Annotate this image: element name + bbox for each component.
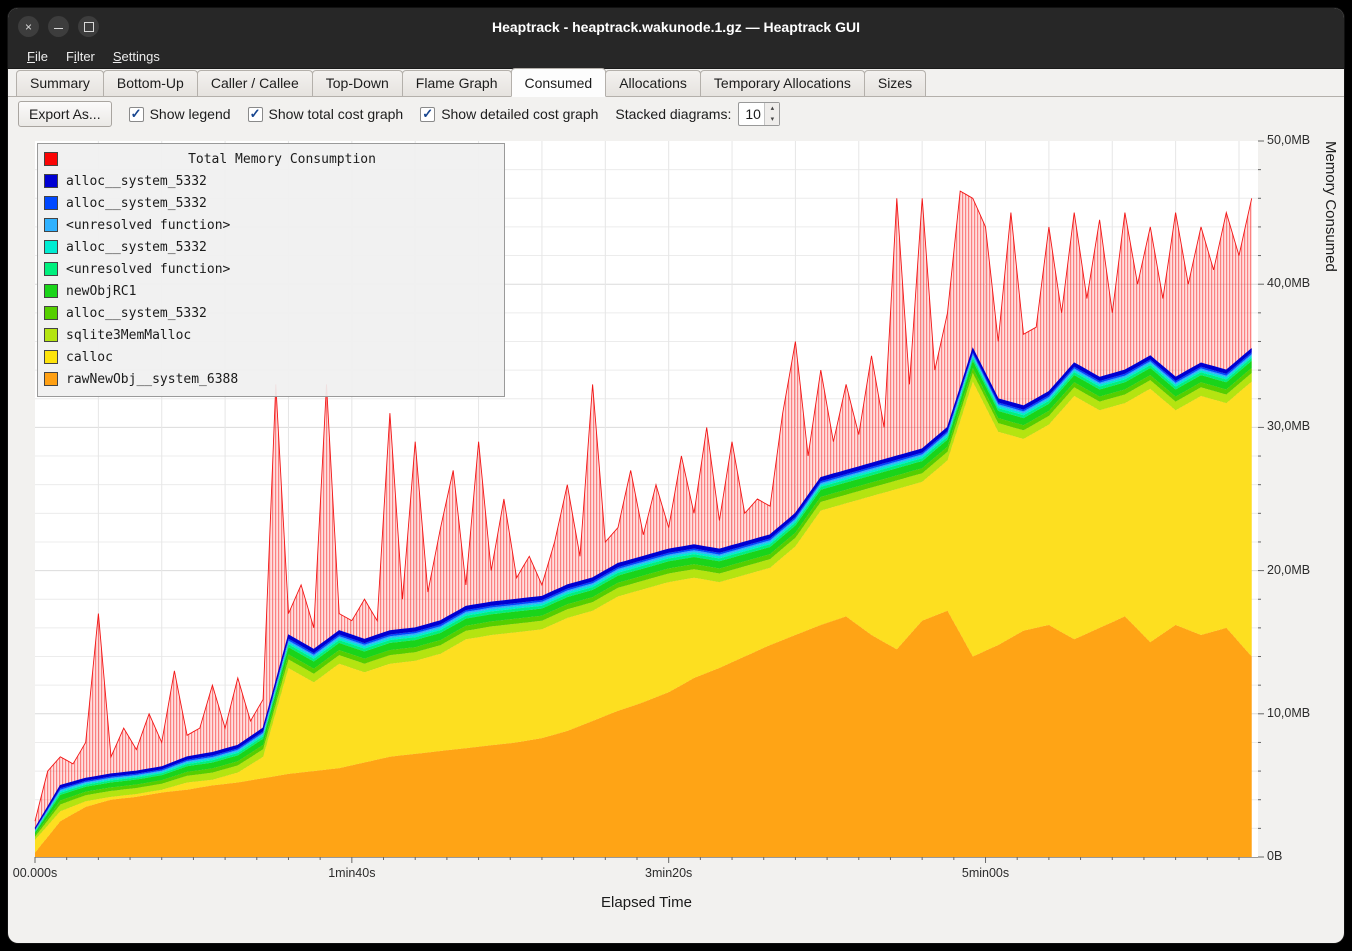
checkbox-box[interactable]: ✓ [128, 106, 144, 122]
menu-filter[interactable]: Filter [65, 49, 95, 64]
legend-swatch-icon [44, 262, 58, 276]
y-tick-label: 0B [1267, 849, 1283, 863]
legend-entry-label: newObjRC1 [66, 283, 137, 299]
legend-entry-label: alloc__system_5332 [66, 239, 207, 255]
checkbox-label: Show detailed cost graph [441, 106, 599, 122]
series-rawnewobj-area [35, 610, 1252, 857]
legend-swatch-icon [44, 372, 58, 386]
legend-swatch-icon [44, 284, 58, 298]
tab-allocations[interactable]: Allocations [605, 70, 701, 96]
legend-entry: alloc__system_5332 [44, 236, 498, 258]
checkbox-show-legend[interactable]: ✓ Show legend [128, 106, 231, 122]
legend-entry-label: <unresolved function> [66, 261, 231, 277]
tab-summary[interactable]: Summary [16, 70, 104, 96]
titlebar[interactable]: × Heaptrack - heaptrack.wakunode.1.gz — … [8, 8, 1344, 45]
tab-bottom-up[interactable]: Bottom-Up [102, 70, 198, 96]
y-tick-label: 20,0MB [1267, 562, 1311, 577]
checkbox-label: Show legend [149, 106, 231, 122]
checkbox-label: Show total cost graph [268, 106, 404, 122]
stacked-diagrams-group: Stacked diagrams: 10 ▴ ▾ [615, 102, 781, 126]
tab-temporary-allocations[interactable]: Temporary Allocations [699, 70, 865, 96]
stacked-diagrams-spinner[interactable]: 10 ▴ ▾ [738, 102, 781, 126]
memory-consumption-chart[interactable]: Total Memory Consumption alloc__system_53… [34, 140, 1264, 863]
legend-swatch-icon [44, 306, 58, 320]
minimize-button[interactable] [48, 16, 69, 37]
x-tick-label: 3min20s [645, 866, 693, 880]
checkbox-show-detailed-cost-graph[interactable]: ✓ Show detailed cost graph [420, 106, 598, 122]
legend-title: Total Memory Consumption [188, 151, 376, 167]
checkmark-icon: ✓ [422, 106, 434, 121]
legend-entry: <unresolved function> [44, 258, 498, 280]
y-tick-label: 10,0MB [1267, 705, 1311, 720]
legend-entry: rawNewObj__system_6388 [44, 368, 498, 390]
tab-sizes[interactable]: Sizes [863, 70, 927, 96]
window-title: Heaptrack - heaptrack.wakunode.1.gz — He… [491, 18, 860, 35]
minimize-icon [54, 28, 63, 29]
legend-entry: alloc__system_5332 [44, 192, 498, 214]
stack-top-line [34, 347, 1253, 829]
checkbox-box[interactable]: ✓ [420, 106, 436, 122]
y-axis-title: Memory Consumed [1322, 141, 1339, 272]
y-tick-label: 50,0MB [1267, 133, 1311, 147]
checkbox-box[interactable]: ✓ [247, 106, 263, 122]
tab-top-down[interactable]: Top-Down [311, 70, 403, 96]
stacked-diagrams-label: Stacked diagrams: [615, 106, 732, 122]
legend-entry: alloc__system_5332 [44, 302, 498, 324]
close-icon: × [24, 19, 32, 34]
legend-entry-label: alloc__system_5332 [66, 195, 207, 211]
legend-swatch-icon [44, 240, 58, 254]
menu-file[interactable]: File [27, 49, 48, 64]
checkbox-group: ✓ Show legend ✓ Show total cost graph ✓ Show … [128, 106, 598, 122]
legend-entry: <unresolved function> [44, 214, 498, 236]
spinner-arrows: ▴ ▾ [764, 103, 780, 125]
maximize-button[interactable] [78, 16, 99, 37]
checkbox-show-total-cost-graph[interactable]: ✓ Show total cost graph [247, 106, 404, 122]
heaptrack-window: × Heaptrack - heaptrack.wakunode.1.gz — … [8, 8, 1344, 943]
x-axis-title: Elapsed Time [601, 894, 692, 911]
tab-flame-graph[interactable]: Flame Graph [401, 70, 512, 96]
legend-entry: newObjRC1 [44, 280, 498, 302]
menubar: File Filter Settings [8, 45, 1344, 69]
legend-entry: alloc__system_5332 [44, 170, 498, 192]
legend-entry-label: <unresolved function> [66, 217, 231, 233]
legend-entry-label: rawNewObj__system_6388 [66, 371, 239, 387]
legend-swatch-icon [44, 196, 58, 210]
y-tick-label: 30,0MB [1267, 419, 1311, 434]
spinner-down-icon[interactable]: ▾ [770, 116, 775, 123]
maximize-icon [83, 21, 94, 32]
spinner-up-icon[interactable]: ▴ [770, 105, 775, 112]
chart-canvas [34, 140, 1264, 863]
legend-title-row: Total Memory Consumption [44, 148, 498, 170]
window-controls: × [18, 8, 99, 45]
checkmark-icon: ✓ [249, 106, 261, 121]
tab-caller-callee[interactable]: Caller / Callee [196, 70, 313, 96]
legend-entry: calloc [44, 346, 498, 368]
legend-entry-label: calloc [66, 349, 113, 365]
tab-bar: Summary Bottom-Up Caller / Callee Top-Down F… [8, 68, 1344, 97]
x-tick-label: 5min00s [961, 866, 1010, 880]
legend-swatch-icon [44, 174, 58, 188]
legend-swatch-icon [44, 328, 58, 342]
tab-consumed[interactable]: Consumed [510, 68, 607, 97]
x-tick-label: 1min40s [328, 866, 376, 880]
x-tick-label: 00.000s [12, 866, 58, 880]
close-button[interactable]: × [18, 16, 39, 37]
stacked-diagrams-value: 10 [745, 106, 761, 122]
legend-entry-label: alloc__system_5332 [66, 305, 207, 321]
chart-legend: Total Memory Consumption alloc__system_53… [37, 143, 505, 397]
legend-entry: sqlite3MemMalloc [44, 324, 498, 346]
legend-swatch-icon [44, 152, 58, 166]
series-total-line [34, 190, 1253, 822]
y-tick-label: 40,0MB [1267, 276, 1311, 291]
checkmark-icon: ✓ [130, 106, 142, 121]
legend-swatch-icon [44, 218, 58, 232]
toolbar: Export As... ✓ Show legend ✓ Show total cos… [8, 97, 1344, 131]
legend-swatch-icon [44, 350, 58, 364]
menu-settings[interactable]: Settings [112, 49, 160, 64]
legend-entry-label: alloc__system_5332 [66, 173, 207, 189]
legend-entry-label: sqlite3MemMalloc [66, 327, 192, 343]
export-as-button[interactable]: Export As... [18, 101, 112, 127]
series-calloc-area [35, 381, 1252, 853]
